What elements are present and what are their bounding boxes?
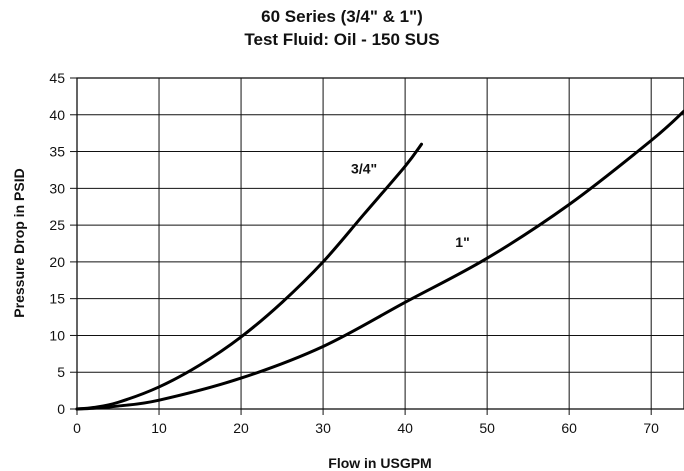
series-annotation: 1" <box>455 234 469 250</box>
y-tick-label: 5 <box>57 364 65 380</box>
x-tick-label: 20 <box>233 420 249 436</box>
series-line-three-quarter <box>75 142 424 411</box>
y-axis-label: Pressure Drop in PSID <box>11 168 27 317</box>
x-tick-label: 70 <box>643 420 659 436</box>
x-tick-label: 40 <box>397 420 413 436</box>
plot-frame <box>76 77 684 410</box>
x-axis-label: Flow in USGPM <box>328 455 431 471</box>
x-tick-label: 30 <box>315 420 331 436</box>
chart-subtitle: Test Fluid: Oil - 150 SUS <box>244 30 440 49</box>
y-tick-label: 0 <box>57 401 65 417</box>
series-line-one-inch <box>75 109 684 411</box>
y-tick-label: 30 <box>49 180 65 196</box>
y-tick-label: 40 <box>49 107 65 123</box>
y-tick-label: 45 <box>49 70 65 86</box>
x-tick-label: 0 <box>73 420 81 436</box>
x-tick-label: 10 <box>151 420 167 436</box>
y-tick-label: 15 <box>49 291 65 307</box>
y-tick-label: 10 <box>49 327 65 343</box>
series-annotation: 3/4" <box>351 161 377 177</box>
y-tick-label: 25 <box>49 217 65 233</box>
y-tick-label: 20 <box>49 254 65 270</box>
y-tick-label: 35 <box>49 144 65 160</box>
x-tick-label: 60 <box>561 420 577 436</box>
x-tick-label: 50 <box>479 420 495 436</box>
chart-title: 60 Series (3/4" & 1") <box>261 7 423 26</box>
